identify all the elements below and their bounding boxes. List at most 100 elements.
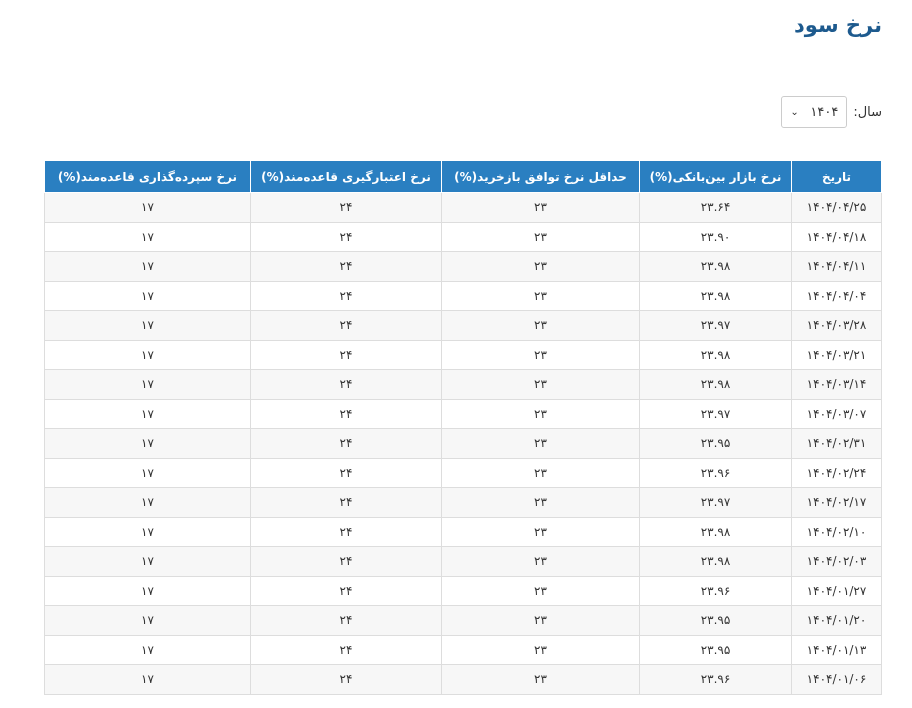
table-row: ۱۴۰۴/۰۱/۱۳ ۲۳.۹۵ ۲۳ ۲۴ ۱۷ [44, 634, 882, 665]
date-cell: ۱۴۰۴/۰۳/۲۸ [791, 310, 882, 341]
standing-credit-rate-cell: ۲۴ [250, 664, 442, 695]
standing-deposit-rate-cell: ۱۷ [44, 428, 251, 459]
interbank-rate-cell: ۲۳.۹۶ [639, 575, 792, 606]
standing-deposit-rate-cell: ۱۷ [44, 605, 251, 636]
standing-deposit-rate-cell: ۱۷ [44, 221, 251, 252]
column-header-date: تاریخ [791, 160, 882, 193]
standing-deposit-rate-cell: ۱۷ [44, 310, 251, 341]
chevron-down-icon: ⌄ [790, 106, 799, 118]
min-repo-rate-cell: ۲۳ [441, 664, 640, 695]
date-cell: ۱۴۰۴/۰۲/۲۴ [791, 457, 882, 488]
date-cell: ۱۴۰۴/۰۴/۱۸ [791, 221, 882, 252]
table-row: ۱۴۰۴/۰۳/۲۸ ۲۳.۹۷ ۲۳ ۲۴ ۱۷ [44, 310, 882, 341]
standing-credit-rate-cell: ۲۴ [250, 605, 442, 636]
table-row: ۱۴۰۴/۰۴/۱۱ ۲۳.۹۸ ۲۳ ۲۴ ۱۷ [44, 251, 882, 282]
standing-credit-rate-cell: ۲۴ [250, 369, 442, 400]
interbank-rate-cell: ۲۳.۶۴ [639, 192, 792, 223]
table-row: ۱۴۰۴/۰۳/۱۴ ۲۳.۹۸ ۲۳ ۲۴ ۱۷ [44, 369, 882, 400]
date-cell: ۱۴۰۴/۰۴/۲۵ [791, 192, 882, 223]
min-repo-rate-cell: ۲۳ [441, 634, 640, 665]
table-row: ۱۴۰۴/۰۳/۰۷ ۲۳.۹۷ ۲۳ ۲۴ ۱۷ [44, 398, 882, 429]
interbank-rate-cell: ۲۳.۹۶ [639, 664, 792, 695]
table-body: ۱۴۰۴/۰۴/۲۵ ۲۳.۶۴ ۲۳ ۲۴ ۱۷ ۱۴۰۴/۰۴/۱۸ ۲۳.۹۰ ۲۳ ۲۴… [44, 192, 882, 695]
standing-credit-rate-cell: ۲۴ [250, 634, 442, 665]
standing-credit-rate-cell: ۲۴ [250, 339, 442, 370]
standing-deposit-rate-cell: ۱۷ [44, 280, 251, 311]
date-cell: ۱۴۰۴/۰۱/۱۳ [791, 634, 882, 665]
table-row: ۱۴۰۴/۰۴/۱۸ ۲۳.۹۰ ۲۳ ۲۴ ۱۷ [44, 221, 882, 252]
table-row: ۱۴۰۴/۰۲/۱۷ ۲۳.۹۷ ۲۳ ۲۴ ۱۷ [44, 487, 882, 518]
min-repo-rate-cell: ۲۳ [441, 369, 640, 400]
column-header-min-repo-rate: حداقل نرخ توافق بازخرید(%) [441, 160, 640, 193]
min-repo-rate-cell: ۲۳ [441, 280, 640, 311]
standing-credit-rate-cell: ۲۴ [250, 280, 442, 311]
standing-credit-rate-cell: ۲۴ [250, 192, 442, 223]
date-cell: ۱۴۰۴/۰۳/۲۱ [791, 339, 882, 370]
date-cell: ۱۴۰۴/۰۲/۱۷ [791, 487, 882, 518]
interbank-rate-cell: ۲۳.۹۵ [639, 605, 792, 636]
interbank-rate-cell: ۲۳.۹۵ [639, 634, 792, 665]
date-cell: ۱۴۰۴/۰۴/۱۱ [791, 251, 882, 282]
min-repo-rate-cell: ۲۳ [441, 398, 640, 429]
column-header-standing-deposit-rate: نرخ سپرده‌گذاری قاعده‌مند(%) [44, 160, 251, 193]
date-cell: ۱۴۰۴/۰۳/۰۷ [791, 398, 882, 429]
standing-deposit-rate-cell: ۱۷ [44, 339, 251, 370]
year-select[interactable]: ۱۴۰۴ ⌄ [781, 96, 848, 128]
table-header-row: تاریخ نرخ بازار بین‌بانکی(%) حداقل نرخ ت… [44, 160, 882, 193]
interbank-rate-cell: ۲۳.۹۷ [639, 398, 792, 429]
standing-credit-rate-cell: ۲۴ [250, 457, 442, 488]
standing-credit-rate-cell: ۲۴ [250, 398, 442, 429]
interbank-rate-cell: ۲۳.۹۶ [639, 457, 792, 488]
table-row: ۱۴۰۴/۰۳/۲۱ ۲۳.۹۸ ۲۳ ۲۴ ۱۷ [44, 339, 882, 370]
interbank-rate-cell: ۲۳.۹۸ [639, 280, 792, 311]
interbank-rate-cell: ۲۳.۹۸ [639, 369, 792, 400]
date-cell: ۱۴۰۴/۰۲/۰۳ [791, 546, 882, 577]
standing-credit-rate-cell: ۲۴ [250, 221, 442, 252]
standing-deposit-rate-cell: ۱۷ [44, 251, 251, 282]
standing-deposit-rate-cell: ۱۷ [44, 664, 251, 695]
date-cell: ۱۴۰۴/۰۳/۱۴ [791, 369, 882, 400]
interbank-rate-cell: ۲۳.۹۷ [639, 487, 792, 518]
date-cell: ۱۴۰۴/۰۲/۱۰ [791, 516, 882, 547]
interbank-rate-cell: ۲۳.۹۸ [639, 546, 792, 577]
interest-rate-table-container: تاریخ نرخ بازار بین‌بانکی(%) حداقل نرخ ت… [44, 160, 882, 695]
standing-credit-rate-cell: ۲۴ [250, 428, 442, 459]
min-repo-rate-cell: ۲۳ [441, 339, 640, 370]
min-repo-rate-cell: ۲۳ [441, 221, 640, 252]
table-row: ۱۴۰۴/۰۱/۰۶ ۲۳.۹۶ ۲۳ ۲۴ ۱۷ [44, 664, 882, 695]
column-header-interbank-rate: نرخ بازار بین‌بانکی(%) [639, 160, 792, 193]
min-repo-rate-cell: ۲۳ [441, 457, 640, 488]
standing-deposit-rate-cell: ۱۷ [44, 575, 251, 606]
min-repo-rate-cell: ۲۳ [441, 516, 640, 547]
standing-deposit-rate-cell: ۱۷ [44, 398, 251, 429]
year-label: سال: [853, 104, 882, 120]
year-filter: سال: ۱۴۰۴ ⌄ [781, 96, 882, 128]
standing-credit-rate-cell: ۲۴ [250, 487, 442, 518]
interbank-rate-cell: ۲۳.۹۸ [639, 339, 792, 370]
standing-credit-rate-cell: ۲۴ [250, 310, 442, 341]
date-cell: ۱۴۰۴/۰۱/۲۷ [791, 575, 882, 606]
interbank-rate-cell: ۲۳.۹۵ [639, 428, 792, 459]
min-repo-rate-cell: ۲۳ [441, 605, 640, 636]
standing-credit-rate-cell: ۲۴ [250, 516, 442, 547]
standing-deposit-rate-cell: ۱۷ [44, 457, 251, 488]
table-row: ۱۴۰۴/۰۴/۰۴ ۲۳.۹۸ ۲۳ ۲۴ ۱۷ [44, 280, 882, 311]
table-row: ۱۴۰۴/۰۲/۳۱ ۲۳.۹۵ ۲۳ ۲۴ ۱۷ [44, 428, 882, 459]
interbank-rate-cell: ۲۳.۹۸ [639, 516, 792, 547]
year-select-value: ۱۴۰۴ [810, 104, 839, 120]
interbank-rate-cell: ۲۳.۹۷ [639, 310, 792, 341]
table-row: ۱۴۰۴/۰۲/۱۰ ۲۳.۹۸ ۲۳ ۲۴ ۱۷ [44, 516, 882, 547]
table-row: ۱۴۰۴/۰۱/۲۰ ۲۳.۹۵ ۲۳ ۲۴ ۱۷ [44, 605, 882, 636]
standing-deposit-rate-cell: ۱۷ [44, 192, 251, 223]
standing-deposit-rate-cell: ۱۷ [44, 546, 251, 577]
table-row: ۱۴۰۴/۰۴/۲۵ ۲۳.۶۴ ۲۳ ۲۴ ۱۷ [44, 192, 882, 223]
table-row: ۱۴۰۴/۰۲/۲۴ ۲۳.۹۶ ۲۳ ۲۴ ۱۷ [44, 457, 882, 488]
page-title: نرخ سود [794, 13, 882, 37]
date-cell: ۱۴۰۴/۰۱/۲۰ [791, 605, 882, 636]
standing-credit-rate-cell: ۲۴ [250, 575, 442, 606]
min-repo-rate-cell: ۲۳ [441, 546, 640, 577]
interbank-rate-cell: ۲۳.۹۰ [639, 221, 792, 252]
interest-rate-table: تاریخ نرخ بازار بین‌بانکی(%) حداقل نرخ ت… [44, 160, 882, 695]
min-repo-rate-cell: ۲۳ [441, 251, 640, 282]
table-row: ۱۴۰۴/۰۱/۲۷ ۲۳.۹۶ ۲۳ ۲۴ ۱۷ [44, 575, 882, 606]
